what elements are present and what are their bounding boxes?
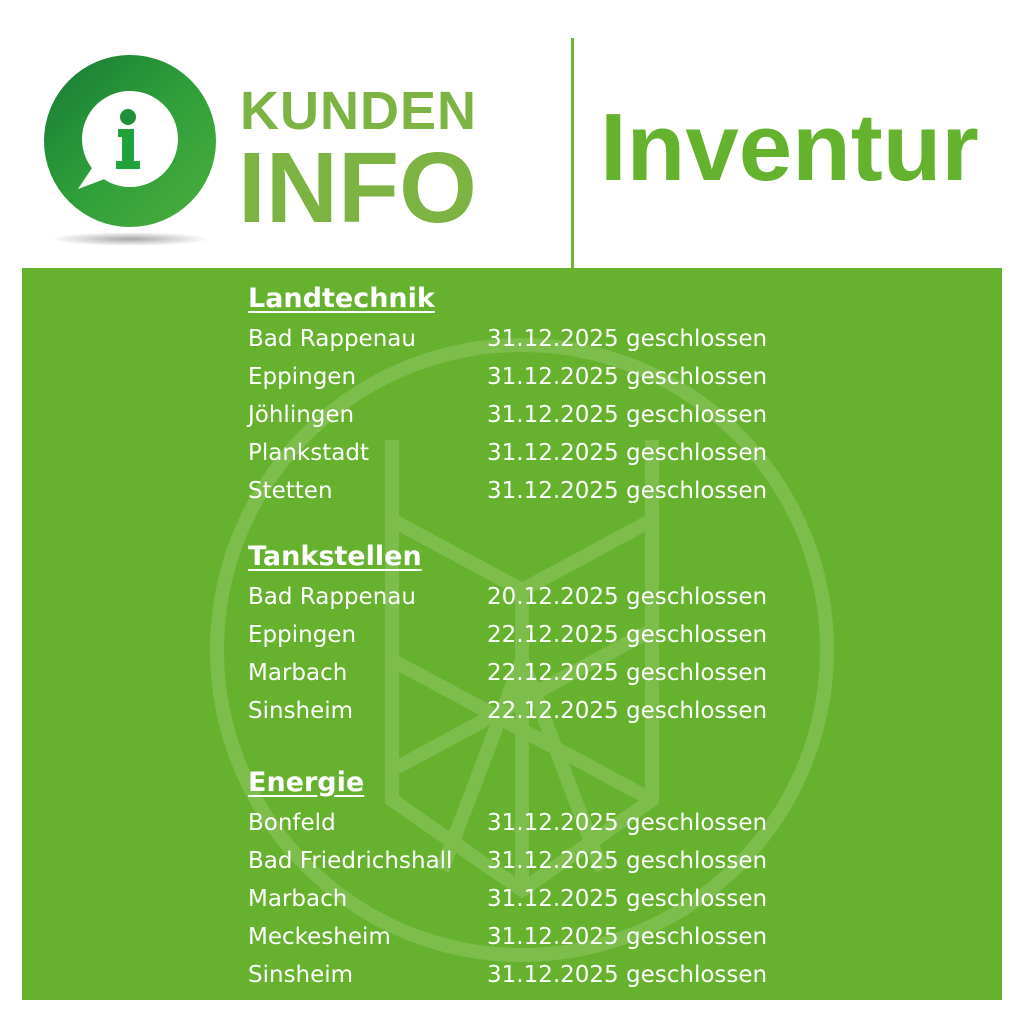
- status: 20.12.2025 geschlossen: [487, 584, 768, 610]
- list-item: Marbach 22.12.2025 geschlossen: [248, 654, 767, 692]
- status: 31.12.2025 geschlossen: [487, 962, 768, 988]
- page-title: Inventur: [600, 94, 979, 201]
- list-item: Eppingen 22.12.2025 geschlossen: [248, 616, 767, 654]
- location: Sinsheim: [248, 698, 354, 724]
- section-tankstellen: Tankstellen Bad Rappenau 20.12.2025 gesch…: [248, 540, 767, 730]
- list-item: Plankstadt 31.12.2025 geschlossen: [248, 434, 767, 472]
- list-item: Eppingen 31.12.2025 geschlossen: [248, 358, 767, 396]
- status: 31.12.2025 geschlossen: [487, 478, 768, 504]
- location: Bad Rappenau: [248, 584, 416, 610]
- status: 22.12.2025 geschlossen: [487, 622, 768, 648]
- status: 22.12.2025 geschlossen: [487, 698, 768, 724]
- location: Marbach: [248, 660, 348, 686]
- list-item: Bad Rappenau 20.12.2025 geschlossen: [248, 578, 767, 616]
- list-item: Bad Friedrichshall 31.12.2025 geschlossen: [248, 842, 767, 880]
- logo-text-info: INFO: [238, 132, 477, 244]
- section-heading: Tankstellen: [248, 541, 422, 572]
- list-item: Stetten 31.12.2025 geschlossen: [248, 472, 767, 510]
- location: Plankstadt: [248, 440, 369, 466]
- section-heading: Landtechnik: [248, 283, 435, 314]
- info-panel: Landtechnik Bad Rappenau 31.12.2025 gesch…: [22, 268, 1002, 1000]
- location: Bad Rappenau: [248, 326, 416, 352]
- list-item: Sinsheim 31.12.2025 geschlossen: [248, 956, 767, 994]
- list-item: Marbach 31.12.2025 geschlossen: [248, 880, 767, 918]
- header-divider: [571, 38, 574, 270]
- section-energie: Energie Bonfeld 31.12.2025 geschlossen Ba…: [248, 766, 767, 994]
- logo-text-kunden: KUNDEN: [240, 81, 478, 141]
- location: Bad Friedrichshall: [248, 848, 453, 874]
- status: 31.12.2025 geschlossen: [487, 810, 768, 836]
- location: Eppingen: [248, 622, 357, 648]
- status: 31.12.2025 geschlossen: [487, 886, 768, 912]
- list-item: Jöhlingen 31.12.2025 geschlossen: [248, 396, 767, 434]
- location: Meckesheim: [248, 924, 391, 950]
- status: 31.12.2025 geschlossen: [487, 402, 768, 428]
- closure-list: Landtechnik Bad Rappenau 31.12.2025 gesch…: [248, 282, 767, 994]
- status: 31.12.2025 geschlossen: [487, 440, 768, 466]
- location: Sinsheim: [248, 962, 354, 988]
- location: Marbach: [248, 886, 348, 912]
- location: Jöhlingen: [248, 402, 355, 428]
- section-landtechnik: Landtechnik Bad Rappenau 31.12.2025 gesch…: [248, 282, 767, 510]
- list-item: Bad Rappenau 31.12.2025 geschlossen: [248, 320, 767, 358]
- location: Bonfeld: [248, 810, 336, 836]
- status: 31.12.2025 geschlossen: [487, 326, 768, 352]
- status: 31.12.2025 geschlossen: [487, 924, 768, 950]
- brand-watermark-icon: [210, 338, 834, 962]
- logo-shadow: [50, 232, 210, 246]
- section-heading: Energie: [248, 767, 365, 798]
- list-item: Bonfeld 31.12.2025 geschlossen: [248, 804, 767, 842]
- location: Stetten: [248, 478, 333, 504]
- info-speech-bubble-icon: [44, 55, 216, 227]
- status: 31.12.2025 geschlossen: [487, 848, 768, 874]
- location: Eppingen: [248, 364, 357, 390]
- list-item: Sinsheim 22.12.2025 geschlossen: [248, 692, 767, 730]
- status: 31.12.2025 geschlossen: [487, 364, 768, 390]
- list-item: Meckesheim 31.12.2025 geschlossen: [248, 918, 767, 956]
- status: 22.12.2025 geschlossen: [487, 660, 768, 686]
